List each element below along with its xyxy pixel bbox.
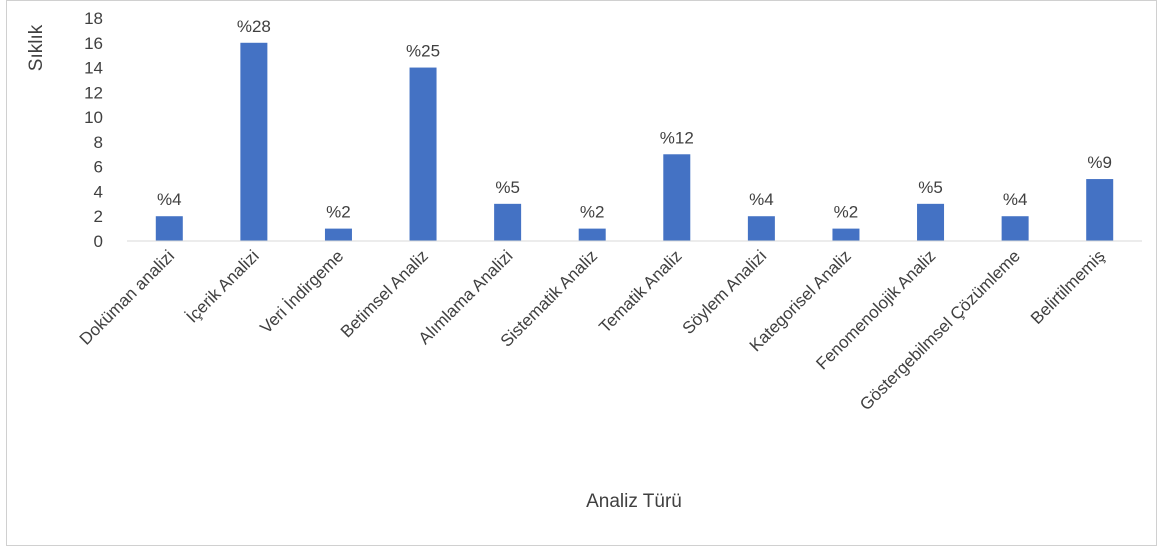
y-tick-label: 6 [94,158,103,177]
bar [917,203,945,241]
data-label: %4 [749,190,774,209]
y-tick-label: 16 [84,34,103,53]
category-label: Betimsel Analiz [337,246,432,341]
category-label: Göstergebilmsel Çözümleme [856,246,1024,414]
y-tick-label: 2 [94,207,103,226]
y-tick-label: 18 [84,9,103,28]
data-label: %2 [326,203,351,222]
bars [155,42,1114,242]
y-tick-label: 14 [84,59,103,78]
bar [1086,179,1114,241]
bar [663,154,691,241]
data-label: %5 [495,178,520,197]
data-labels: %4 %28 %2 %25 %5 %2 %12 %4 %2 %5 %4 %9 [157,17,1112,222]
category-label: Doküman analizi [76,246,178,348]
category-label: Söylem Analizi [679,246,771,338]
data-label: %9 [1087,153,1112,172]
category-label: Belirtilmemiş [1027,246,1109,328]
y-axis-ticks: 0 2 4 6 8 10 12 14 16 18 [84,9,103,251]
bar [494,203,522,241]
data-label: %25 [406,42,440,61]
category-label: Tematik Analiz [595,246,685,336]
bar [240,42,268,242]
bar [155,216,183,241]
data-label: %4 [157,190,182,209]
data-label: %28 [237,17,271,36]
y-tick-label: 4 [94,182,103,201]
data-label: %2 [580,203,605,222]
bar [747,216,775,241]
data-label: %4 [1003,190,1028,209]
category-label: İçerik Analizi [182,246,262,326]
y-tick-label: 12 [84,83,103,102]
bar [1001,216,1029,241]
y-axis-title: Sıklık [26,24,47,71]
data-label: %12 [660,128,694,147]
y-tick-label: 8 [94,133,103,152]
y-tick-label: 10 [84,108,103,127]
data-label: %5 [918,178,943,197]
x-axis-title: Analiz Türü [586,491,682,512]
bar [409,67,437,241]
chart-frame [6,0,1157,546]
bar [578,228,606,241]
bar [324,228,352,241]
category-label: Veri İndirgeme [256,246,347,337]
data-label: %2 [834,203,859,222]
bar [832,228,860,241]
y-tick-label: 0 [94,232,103,251]
